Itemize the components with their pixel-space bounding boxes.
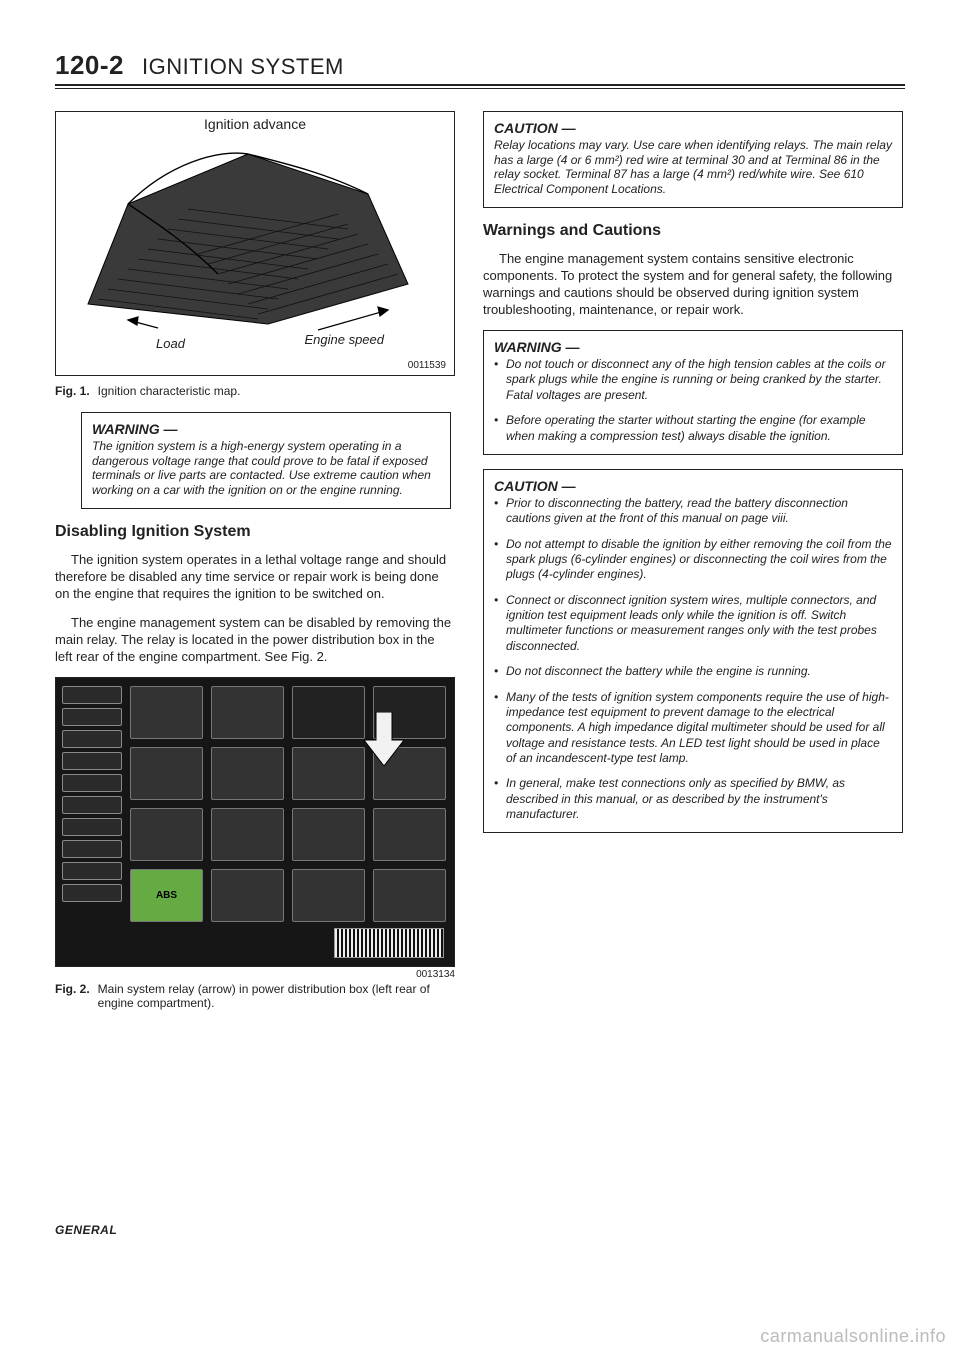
section-p2: The engine management system can be disa… xyxy=(55,614,455,665)
caution-box-right: CAUTION — Prior to disconnecting the bat… xyxy=(483,469,903,833)
page-number: 120-2 xyxy=(55,50,124,81)
ignition-map-icon xyxy=(68,134,428,334)
relay-cell xyxy=(211,869,284,922)
list-item: Before operating the starter without sta… xyxy=(494,413,892,444)
fig2-barcode xyxy=(334,928,444,958)
relay-cell-abs: ABS xyxy=(130,869,203,922)
fig2-side-slot xyxy=(62,818,122,836)
relay-cell xyxy=(292,686,365,739)
relay-cell xyxy=(373,808,446,861)
warning-right-list: Do not touch or disconnect any of the hi… xyxy=(494,357,892,444)
relay-cell xyxy=(130,747,203,800)
caution-top-title: CAUTION — xyxy=(494,120,892,136)
two-column-layout: Ignition advance xyxy=(55,111,905,1024)
relay-cell xyxy=(211,686,284,739)
relay-cell xyxy=(130,808,203,861)
right-intro: The engine management system contains se… xyxy=(483,250,903,319)
page-title: IGNITION SYSTEM xyxy=(142,54,344,80)
fig1-top-label: Ignition advance xyxy=(204,116,306,132)
fig2-sidebar xyxy=(62,686,122,906)
relay-cell xyxy=(211,808,284,861)
fig2-side-slot xyxy=(62,862,122,880)
fig1-axis-load: Load xyxy=(156,336,185,351)
fig2-side-slot xyxy=(62,686,122,704)
list-item: Do not disconnect the battery while the … xyxy=(494,664,892,679)
section-heading: Disabling Ignition System xyxy=(55,523,455,541)
left-column: Ignition advance xyxy=(55,111,455,1024)
fig2-caption-text: Main system relay (arrow) in power distr… xyxy=(98,982,455,1010)
fig2-side-slot xyxy=(62,884,122,902)
page: 120-2 IGNITION SYSTEM Ignition advance xyxy=(55,50,905,1024)
list-item: In general, make test connections only a… xyxy=(494,776,892,822)
fig1-caption: Fig. 1. Ignition characteristic map. xyxy=(55,384,455,398)
list-item: Prior to disconnecting the battery, read… xyxy=(494,496,892,527)
warning-box-left: WARNING — The ignition system is a high-… xyxy=(81,412,451,509)
relay-cell xyxy=(292,808,365,861)
list-item: Do not touch or disconnect any of the hi… xyxy=(494,357,892,403)
right-heading: Warnings and Cautions xyxy=(483,222,903,240)
fig2-code: 0013134 xyxy=(55,969,455,980)
fig2-caption-bold: Fig. 2. xyxy=(55,982,90,1010)
header-rule-thick xyxy=(55,84,905,86)
list-item: Do not attempt to disable the ignition b… xyxy=(494,537,892,583)
caution-top-text: Relay locations may vary. Use care when … xyxy=(494,138,892,197)
fig2-side-slot xyxy=(62,708,122,726)
caution-right-title: CAUTION — xyxy=(494,478,892,494)
fig2-side-slot xyxy=(62,730,122,748)
relay-cell xyxy=(130,686,203,739)
relay-cell xyxy=(373,869,446,922)
fig2-side-slot xyxy=(62,774,122,792)
figure-1-box: Ignition advance xyxy=(55,111,455,376)
warning-left-title: WARNING — xyxy=(92,421,440,437)
fig2-side-slot xyxy=(62,796,122,814)
warning-box-right: WARNING — Do not touch or disconnect any… xyxy=(483,330,903,455)
fig1-code: 0011539 xyxy=(408,360,446,371)
list-item: Many of the tests of ignition system com… xyxy=(494,690,892,767)
fig1-axis-speed: Engine speed xyxy=(304,332,384,347)
watermark: carmanualsonline.info xyxy=(746,1316,960,1357)
fig1-caption-text: Ignition characteristic map. xyxy=(98,384,241,398)
section-p1: The ignition system operates in a lethal… xyxy=(55,551,455,602)
arrow-down-icon xyxy=(364,712,404,766)
caution-box-top: CAUTION — Relay locations may vary. Use … xyxy=(483,111,903,208)
footer-label: GENERAL xyxy=(55,1223,117,1237)
caution-right-list: Prior to disconnecting the battery, read… xyxy=(494,496,892,822)
relay-cell xyxy=(211,747,284,800)
warning-left-text: The ignition system is a high-energy sys… xyxy=(92,439,440,498)
fig2-side-slot xyxy=(62,752,122,770)
list-item: Connect or disconnect ignition system wi… xyxy=(494,593,892,654)
warning-right-title: WARNING — xyxy=(494,339,892,355)
right-column: CAUTION — Relay locations may vary. Use … xyxy=(483,111,903,1024)
fig2-caption: Fig. 2. Main system relay (arrow) in pow… xyxy=(55,982,455,1010)
relay-cell xyxy=(292,869,365,922)
figure-2-box: ABS xyxy=(55,677,455,967)
fig2-side-slot xyxy=(62,840,122,858)
page-header: 120-2 IGNITION SYSTEM xyxy=(55,50,905,81)
relay-cell xyxy=(292,747,365,800)
header-rule-thin xyxy=(55,88,905,89)
fig1-caption-bold: Fig. 1. xyxy=(55,384,90,398)
